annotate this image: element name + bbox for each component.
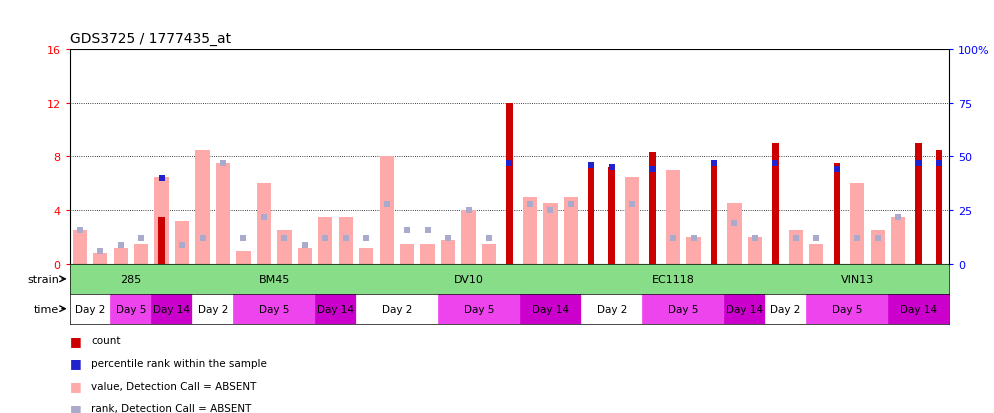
Bar [158, 217, 165, 264]
Bar [765, 264, 949, 294]
Bar [237, 251, 250, 264]
Bar [192, 264, 356, 294]
Text: ■: ■ [70, 356, 82, 370]
Bar [871, 231, 885, 264]
Bar [765, 294, 806, 324]
Bar [809, 244, 823, 264]
Text: Day 2: Day 2 [770, 304, 801, 314]
Text: time: time [34, 304, 59, 314]
Text: percentile rank within the sample: percentile rank within the sample [91, 358, 267, 368]
Bar [151, 294, 192, 324]
Bar [234, 294, 315, 324]
Bar [400, 244, 414, 264]
Bar [482, 244, 496, 264]
Text: rank, Detection Call = ABSENT: rank, Detection Call = ABSENT [91, 404, 251, 413]
Bar [175, 221, 189, 264]
Text: Day 2: Day 2 [382, 304, 413, 314]
Bar [728, 204, 742, 264]
Text: GDS3725 / 1777435_at: GDS3725 / 1777435_at [70, 31, 231, 45]
Bar [318, 217, 332, 264]
Bar [506, 103, 513, 264]
Text: Day 2: Day 2 [198, 304, 228, 314]
Text: BM45: BM45 [258, 274, 290, 284]
Bar [891, 217, 906, 264]
Text: Day 5: Day 5 [668, 304, 699, 314]
Bar [725, 294, 765, 324]
Text: Day 2: Day 2 [75, 304, 105, 314]
Bar [850, 184, 865, 264]
Bar [523, 197, 537, 264]
Bar [437, 294, 520, 324]
Bar [888, 294, 949, 324]
Text: Day 5: Day 5 [259, 304, 289, 314]
Text: Day 2: Day 2 [596, 304, 627, 314]
Text: ■: ■ [70, 379, 82, 392]
Bar [461, 211, 476, 264]
Bar [356, 264, 581, 294]
Text: VIN13: VIN13 [841, 274, 874, 284]
Text: Day 5: Day 5 [463, 304, 494, 314]
Bar [666, 170, 680, 264]
Bar [788, 231, 803, 264]
Bar [93, 254, 107, 264]
Text: Day 14: Day 14 [532, 304, 569, 314]
Bar [915, 144, 921, 264]
Bar [642, 294, 725, 324]
Bar [711, 164, 718, 264]
Bar [70, 294, 110, 324]
Text: strain: strain [27, 274, 59, 284]
Text: Day 14: Day 14 [153, 304, 191, 314]
Text: Day 5: Day 5 [832, 304, 862, 314]
Bar [543, 204, 558, 264]
Text: Day 14: Day 14 [901, 304, 937, 314]
Bar [588, 164, 594, 264]
Bar [520, 294, 581, 324]
Bar [608, 168, 615, 264]
Text: Day 14: Day 14 [727, 304, 763, 314]
Bar [192, 294, 234, 324]
Bar [420, 244, 434, 264]
Bar [196, 150, 210, 264]
Bar [806, 294, 888, 324]
Text: value, Detection Call = ABSENT: value, Detection Call = ABSENT [91, 381, 256, 391]
Bar [564, 197, 578, 264]
Bar [113, 248, 128, 264]
Bar [297, 248, 312, 264]
Bar [216, 164, 231, 264]
Text: Day 5: Day 5 [115, 304, 146, 314]
Bar [625, 177, 639, 264]
Bar [70, 264, 192, 294]
Text: 285: 285 [120, 274, 141, 284]
Text: EC1118: EC1118 [652, 274, 695, 284]
Text: Day 14: Day 14 [317, 304, 354, 314]
Text: ■: ■ [70, 334, 82, 347]
Bar [834, 164, 840, 264]
Bar [687, 237, 701, 264]
Bar [277, 231, 291, 264]
Bar [256, 184, 271, 264]
Bar [154, 177, 169, 264]
Bar [772, 144, 778, 264]
Bar [380, 157, 394, 264]
Bar [110, 294, 151, 324]
Bar [339, 217, 353, 264]
Bar [935, 150, 942, 264]
Text: ■: ■ [70, 402, 82, 413]
Bar [356, 294, 437, 324]
Bar [315, 294, 356, 324]
Text: DV10: DV10 [453, 274, 483, 284]
Text: count: count [91, 335, 121, 345]
Bar [134, 244, 148, 264]
Bar [581, 294, 642, 324]
Bar [747, 237, 762, 264]
Bar [359, 248, 374, 264]
Bar [649, 153, 656, 264]
Bar [581, 264, 765, 294]
Bar [73, 231, 86, 264]
Bar [441, 240, 455, 264]
